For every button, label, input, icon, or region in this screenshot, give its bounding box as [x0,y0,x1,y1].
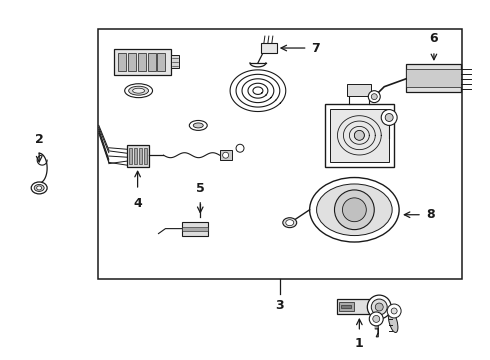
Text: 4: 4 [133,197,142,210]
Ellipse shape [310,177,399,242]
Bar [347,84,371,96]
Circle shape [371,94,377,100]
Bar [342,305,351,308]
Ellipse shape [37,186,42,190]
Bar [118,53,125,71]
Text: 7: 7 [312,41,320,54]
Text: 5: 5 [196,182,205,195]
Bar [127,145,148,167]
Text: 1: 1 [355,337,364,350]
Ellipse shape [389,311,398,333]
Ellipse shape [34,184,44,192]
Bar [98,29,462,279]
Bar [129,148,132,164]
Circle shape [391,308,397,314]
Bar [147,53,155,71]
Bar [172,55,179,68]
Circle shape [335,190,374,230]
Circle shape [368,91,380,103]
Circle shape [369,312,383,326]
Bar [182,222,208,235]
Circle shape [222,152,229,158]
Ellipse shape [189,121,207,130]
Bar [157,53,166,71]
Bar [138,53,146,71]
Polygon shape [375,319,378,337]
Ellipse shape [317,184,392,235]
Circle shape [371,299,387,315]
Bar [340,302,354,311]
Bar [134,148,137,164]
Ellipse shape [31,182,47,194]
Circle shape [375,303,383,311]
Ellipse shape [193,123,203,128]
Text: 2: 2 [35,133,44,146]
Circle shape [385,113,393,121]
Text: 8: 8 [426,208,435,221]
Bar [182,227,208,231]
Bar [324,104,394,167]
Bar [406,69,461,87]
Circle shape [236,144,244,152]
Circle shape [381,109,397,125]
Bar [139,148,142,164]
Bar [114,49,172,75]
Text: 3: 3 [275,299,284,312]
Ellipse shape [124,84,152,98]
Bar [220,150,232,160]
Text: 6: 6 [430,32,438,45]
Circle shape [354,130,365,140]
Bar [338,299,375,314]
Ellipse shape [286,220,294,226]
Circle shape [343,198,367,222]
Bar [144,148,147,164]
Circle shape [387,304,401,318]
Bar [261,43,277,53]
Bar [329,109,389,162]
Ellipse shape [129,86,148,95]
Ellipse shape [283,218,297,228]
Circle shape [373,315,380,323]
Bar [406,64,461,92]
Bar [128,53,136,71]
Ellipse shape [133,88,145,93]
Circle shape [368,295,391,319]
